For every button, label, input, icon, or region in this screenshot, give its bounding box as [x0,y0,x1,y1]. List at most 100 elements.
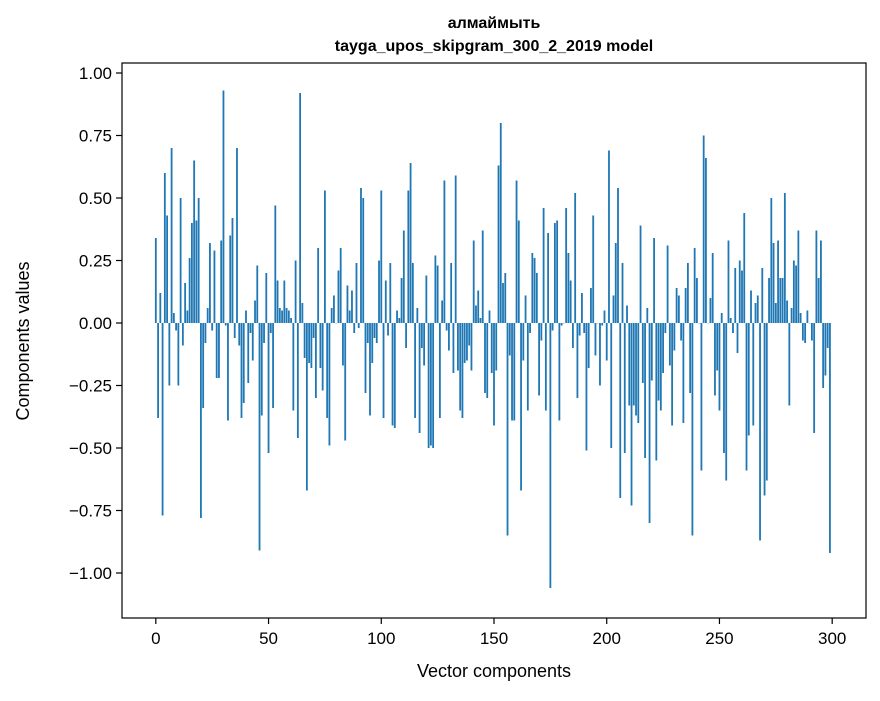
bar-270 [764,323,766,496]
bar-277 [779,278,781,323]
bar-261 [743,213,745,323]
bar-161 [518,221,520,324]
bar-141 [473,241,475,324]
bar-275 [775,303,777,323]
y-tick-label: 1.00 [79,64,112,83]
bar-28 [218,323,220,378]
bar-173 [545,323,547,411]
bar-287 [802,323,804,341]
bar-285 [797,231,799,324]
bar-152 [498,166,500,324]
y-tick-label: −0.25 [69,377,112,396]
bar-57 [283,281,285,324]
bar-174 [547,233,549,323]
bar-94 [367,323,369,343]
bar-153 [500,123,502,323]
bar-107 [396,311,398,324]
bar-26 [214,251,216,324]
bar-220 [651,323,653,381]
x-tick-label: 300 [818,629,846,648]
bar-182 [565,208,567,323]
bar-176 [552,323,554,331]
bar-1 [157,323,159,418]
bar-105 [392,323,394,426]
bar-72 [317,248,319,323]
bar-11 [180,198,182,323]
bar-252 [723,323,725,453]
bar-15 [189,258,191,323]
bar-203 [613,296,615,324]
bar-214 [637,323,639,423]
bar-200 [606,323,608,361]
bar-232 [678,296,680,324]
bar-154 [502,283,504,323]
bar-262 [746,323,748,471]
bar-226 [664,323,666,333]
bar-172 [543,208,545,323]
bar-272 [768,278,770,323]
chart-title-line-1: алмаймыть [448,15,541,32]
bar-91 [360,188,362,323]
bar-73 [319,323,321,368]
bar-100 [380,191,382,324]
bar-114 [412,263,414,323]
bar-77 [329,323,331,446]
bar-246 [710,298,712,323]
bar-218 [646,308,648,323]
bar-293 [815,231,817,324]
bar-296 [822,323,824,388]
bar-169 [536,273,538,323]
bar-175 [549,323,551,588]
bar-205 [617,188,619,323]
y-tick-label: 0.00 [79,314,112,333]
bar-144 [480,318,482,323]
bar-131 [450,263,452,323]
bar-3 [162,323,164,516]
bar-130 [448,323,450,351]
bar-108 [398,318,400,323]
bar-83 [342,323,344,366]
bar-269 [761,268,763,323]
bar-150 [493,323,495,426]
bar-124 [434,256,436,324]
bar-240 [696,278,698,323]
bar-237 [689,323,691,393]
bar-81 [338,271,340,324]
bar-299 [829,323,831,553]
bar-239 [694,248,696,323]
bar-9 [175,323,177,331]
bar-142 [475,306,477,324]
bar-120 [425,276,427,324]
bar-177 [554,223,556,323]
bar-298 [827,323,829,348]
bar-171 [540,323,542,341]
bar-162 [520,323,522,491]
bar-69 [310,323,312,368]
bar-21 [202,323,204,408]
bar-54 [277,281,279,324]
bar-235 [685,288,687,323]
bar-160 [516,181,518,324]
bar-110 [403,231,405,324]
bar-40 [245,311,247,324]
bar-159 [513,323,515,421]
bar-197 [599,323,601,386]
bar-106 [394,323,396,428]
bar-43 [252,323,254,361]
y-tick-label: 0.50 [79,189,112,208]
bar-41 [247,323,249,383]
bar-238 [691,323,693,536]
bar-102 [385,281,387,324]
bar-163 [522,323,524,361]
bar-89 [356,263,358,323]
bar-188 [579,323,581,336]
bar-12 [182,323,184,346]
bar-133 [455,176,457,324]
bar-217 [644,323,646,458]
bar-210 [628,323,630,406]
bar-201 [608,151,610,324]
bar-53 [274,206,276,324]
bar-93 [365,323,367,393]
bar-115 [414,323,416,418]
bar-35 [234,323,236,338]
